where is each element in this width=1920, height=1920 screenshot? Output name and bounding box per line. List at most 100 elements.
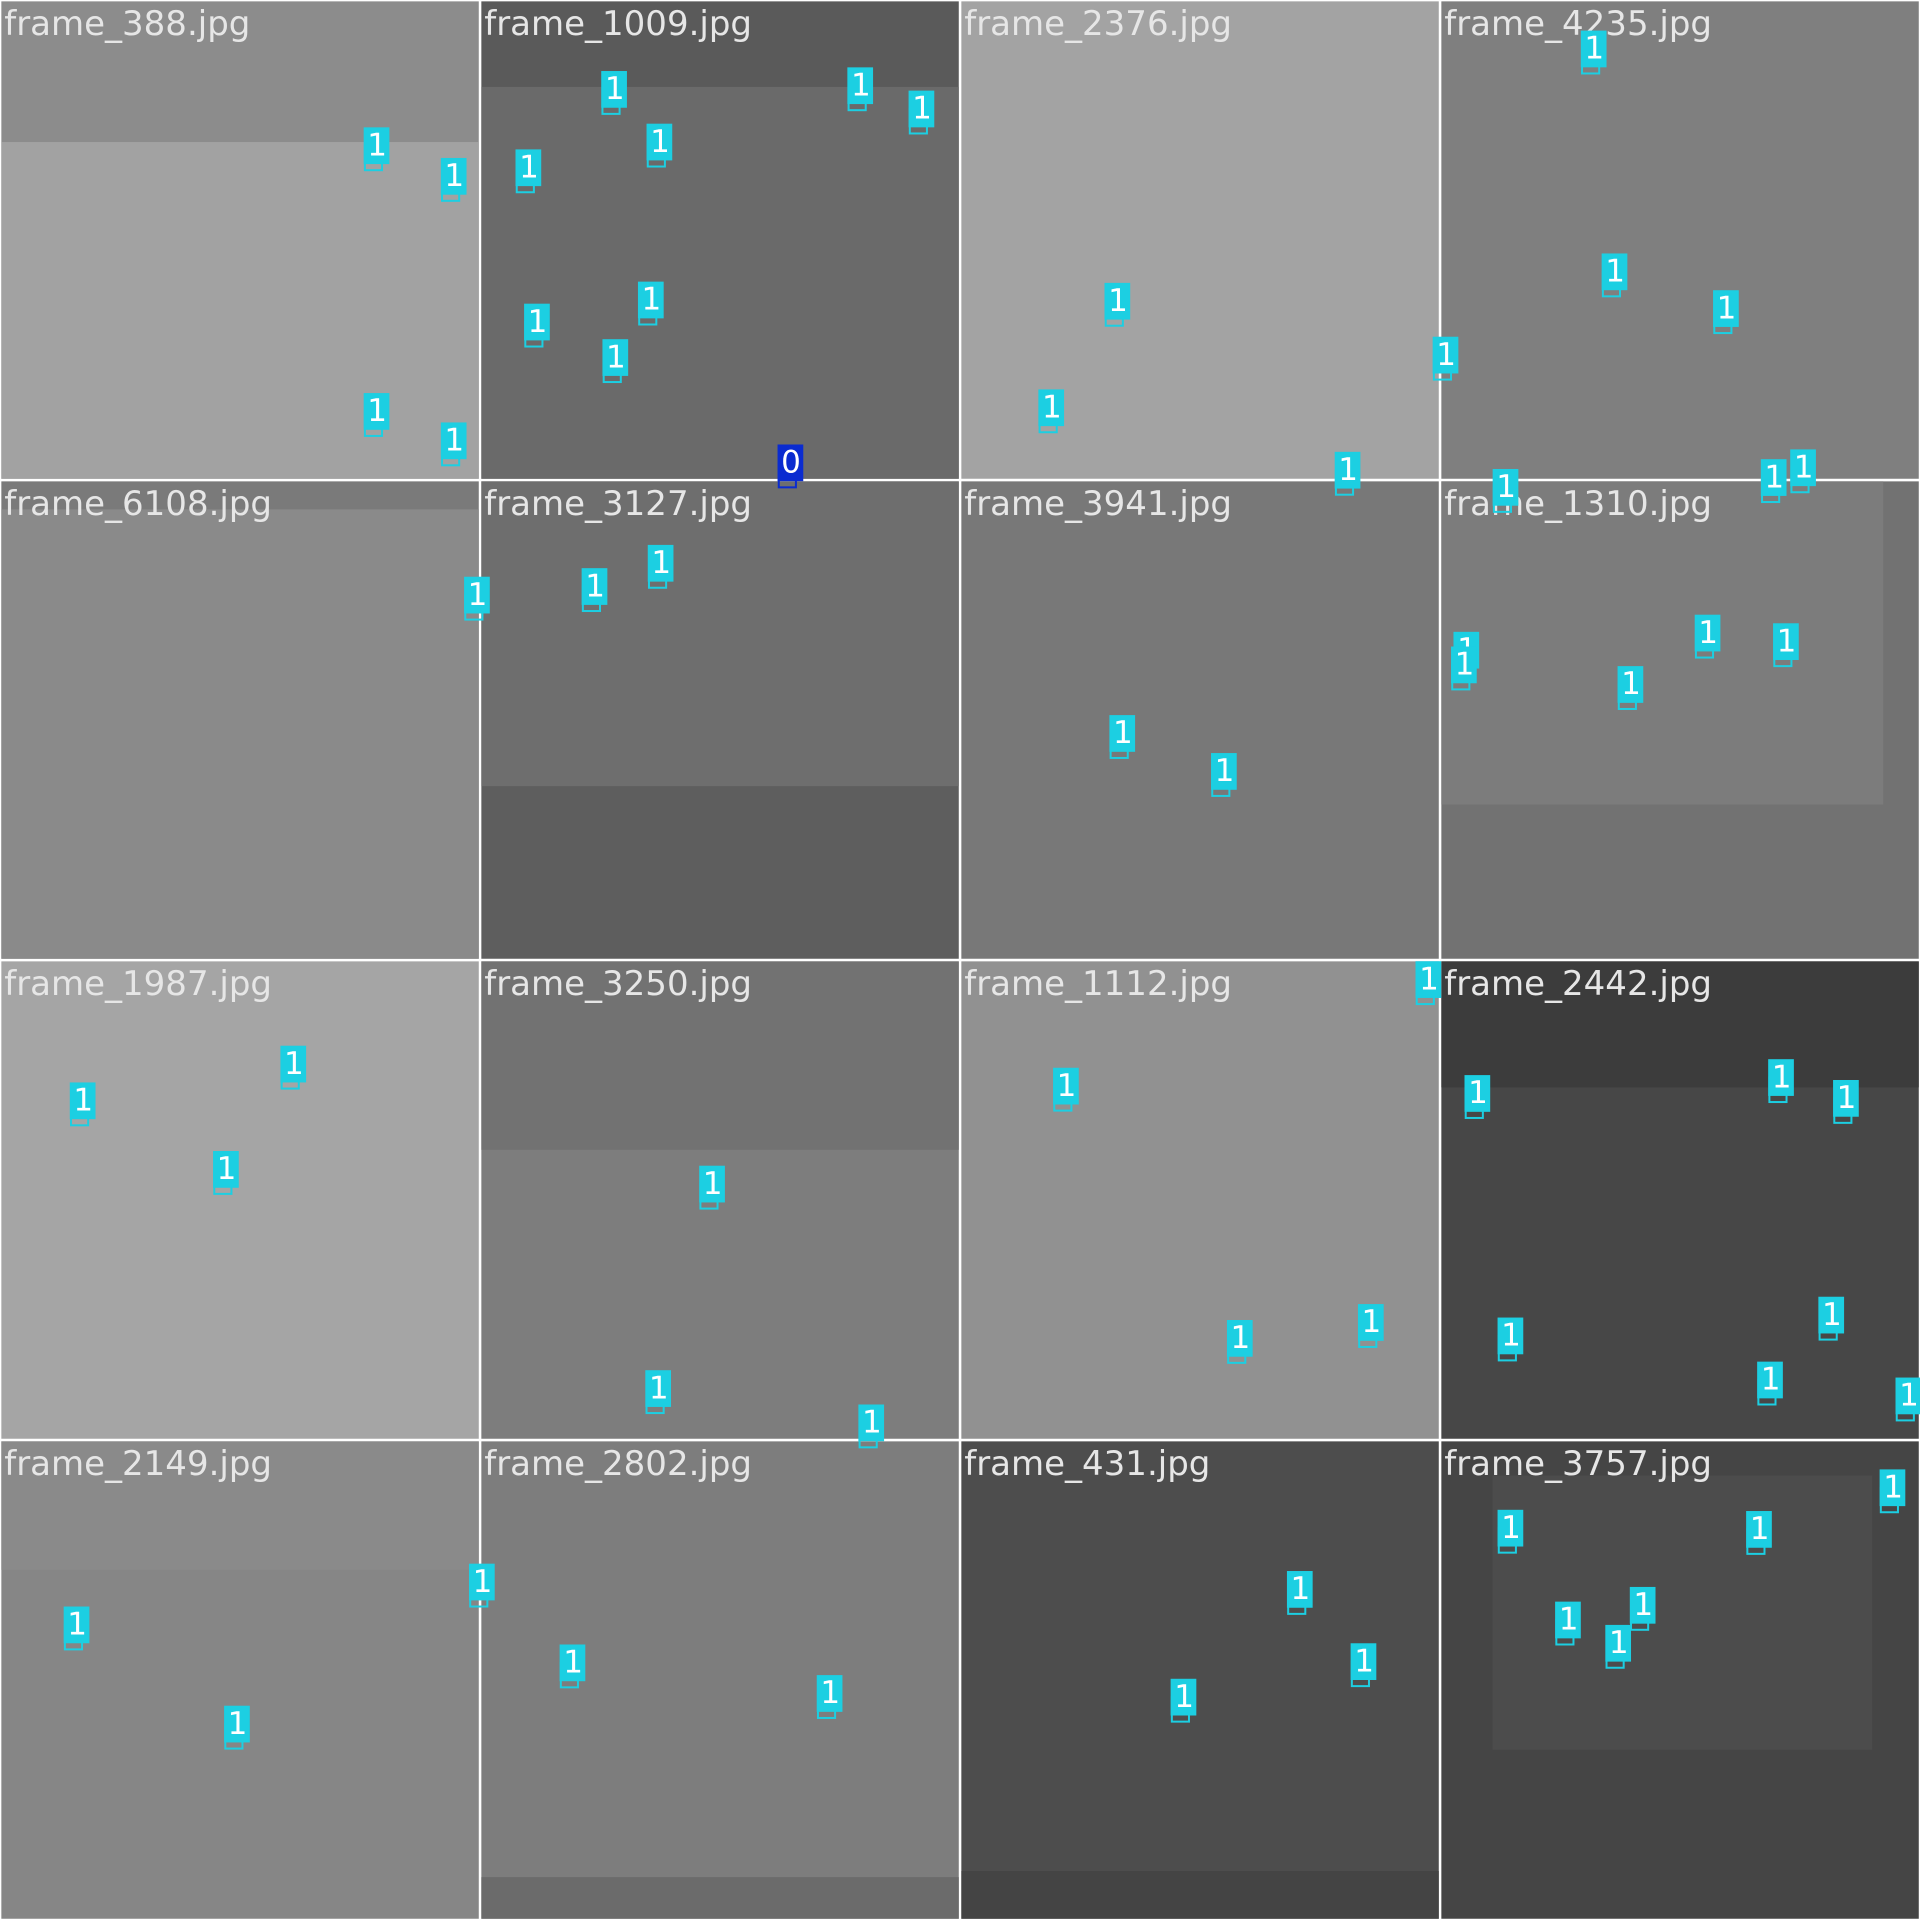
detection-label: 1 — [1698, 615, 1718, 651]
label-bg — [363, 127, 390, 165]
label-bg — [1895, 1377, 1920, 1415]
detection: 1 — [1492, 468, 1519, 513]
tile-image — [961, 481, 1439, 959]
label-bg — [1818, 1296, 1845, 1334]
detection-label: 1 — [1354, 1643, 1374, 1679]
label-bg — [1038, 389, 1065, 427]
detection-label: 1 — [217, 1151, 237, 1187]
label-bg — [1833, 1080, 1859, 1117]
detection-label: 1 — [1717, 290, 1737, 326]
detection: 1 — [699, 1165, 725, 1210]
label-bg — [581, 568, 608, 605]
detection-label: 1 — [1338, 452, 1358, 488]
label-bg — [468, 1563, 495, 1601]
detection-label: 1 — [468, 577, 488, 613]
detection: 1 — [1104, 282, 1131, 327]
tile-image — [961, 1, 1439, 479]
detection: 1 — [1605, 1624, 1632, 1669]
detection: 1 — [1464, 1075, 1491, 1119]
label-bg — [1357, 1304, 1384, 1341]
detection: 1 — [1432, 336, 1459, 381]
detection: 1 — [363, 393, 390, 437]
label-bg — [213, 1151, 239, 1188]
detection: 1 — [858, 1404, 885, 1449]
detection-label: 1 — [1174, 1679, 1194, 1715]
detection-label: 1 — [1605, 254, 1625, 290]
tile-image — [1, 1441, 479, 1919]
tile-title: frame_1987.jpg — [4, 964, 272, 1004]
tile-title: frame_431.jpg — [964, 1444, 1210, 1484]
image-region — [961, 961, 1439, 1439]
tile-image — [1441, 961, 1919, 1439]
tile-image — [481, 1441, 959, 1919]
detection-label: 1 — [284, 1046, 304, 1082]
label-bg — [440, 422, 467, 460]
detection-label: 1 — [1215, 753, 1235, 789]
detection: 1 — [1053, 1067, 1079, 1112]
tile-title: frame_3757.jpg — [1444, 1444, 1712, 1484]
label-bg — [1629, 1586, 1656, 1624]
tile: frame_1987.jpg — [1, 961, 479, 1439]
detection-label: 1 — [1291, 1571, 1311, 1607]
tile: frame_3941.jpg — [961, 481, 1439, 959]
detection: 1 — [440, 422, 467, 467]
detection: 1 — [1833, 1080, 1859, 1124]
label-bg — [63, 1606, 90, 1644]
detection: 1 — [559, 1644, 586, 1689]
tile: frame_431.jpg — [961, 1441, 1439, 1919]
detection-label: 1 — [1436, 337, 1456, 373]
detection: 1 — [847, 67, 874, 112]
label-bg — [224, 1705, 250, 1743]
detection: 1 — [1879, 1469, 1906, 1514]
detection-label: 1 — [1609, 1625, 1629, 1661]
label-bg — [601, 71, 627, 108]
detection: 1 — [1555, 1601, 1581, 1646]
detection: 1 — [1497, 1317, 1524, 1362]
detection-label: 1 — [1761, 1362, 1781, 1398]
detection-label: 1 — [528, 304, 548, 340]
label-bg — [559, 1644, 586, 1682]
label-bg — [1746, 1511, 1772, 1548]
detection: 1 — [1038, 389, 1065, 434]
label-bg — [816, 1675, 843, 1712]
tile-title: frame_1009.jpg — [484, 4, 752, 44]
detection: 1 — [524, 303, 550, 348]
detection: 1 — [1790, 449, 1816, 494]
detection: 1 — [224, 1705, 250, 1750]
label-bg — [280, 1045, 307, 1083]
image-region — [961, 1, 1439, 479]
label-bg — [1555, 1601, 1581, 1639]
detection: 1 — [1746, 1511, 1772, 1555]
detection-label: 1 — [1750, 1511, 1770, 1547]
detection: 1 — [646, 123, 673, 168]
detection-label: 1 — [1883, 1469, 1903, 1505]
tile-title: frame_1310.jpg — [1444, 484, 1712, 524]
label-bg — [1757, 1361, 1783, 1399]
label-bg — [645, 1370, 672, 1407]
detection-label: 1 — [1584, 31, 1604, 67]
tile: frame_1112.jpg — [961, 961, 1439, 1439]
tile-title: frame_2802.jpg — [484, 1444, 752, 1484]
detection-label: 1 — [1042, 389, 1062, 425]
tile-image — [961, 1441, 1439, 1919]
detection: 1 — [1211, 753, 1237, 797]
detection: 1 — [1773, 623, 1799, 668]
image-region — [961, 481, 1439, 959]
detection-label: 1 — [519, 149, 539, 185]
image-region — [481, 1441, 959, 1919]
tile-image — [481, 481, 959, 959]
tile: frame_2149.jpg — [1, 1441, 479, 1919]
label-bg — [1211, 753, 1237, 790]
label-bg — [1226, 1320, 1253, 1357]
detection-label: 1 — [228, 1706, 248, 1742]
label-bg — [1601, 253, 1628, 291]
detection-label: 1 — [1794, 449, 1814, 485]
tile-title: frame_6108.jpg — [4, 484, 272, 524]
detection-label: 1 — [1621, 666, 1641, 702]
detection-label: 1 — [1822, 1297, 1842, 1333]
tile-image — [1441, 1, 1919, 479]
label-bg — [464, 576, 490, 614]
label-bg — [1694, 614, 1721, 652]
detection: 1 — [1580, 30, 1607, 75]
